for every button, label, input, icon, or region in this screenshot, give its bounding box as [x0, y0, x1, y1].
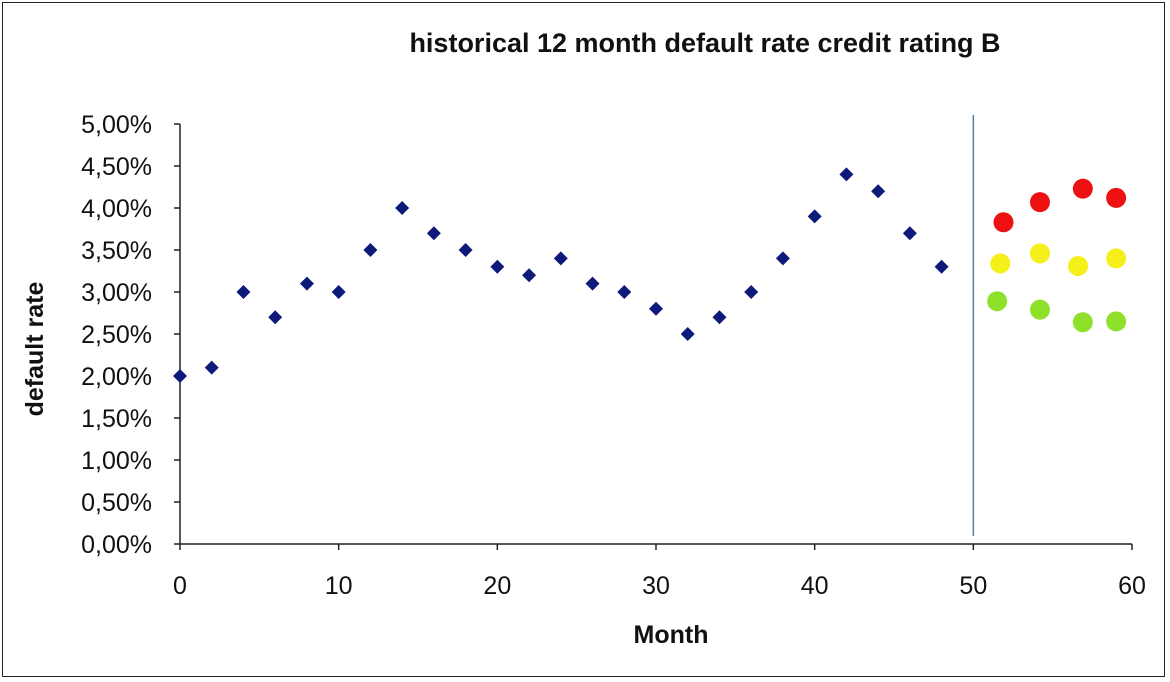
- history-point: [871, 184, 886, 199]
- y-tick-label: 2,00%: [81, 363, 152, 391]
- x-tick-label: 50: [959, 572, 987, 600]
- x-tick-label: 40: [801, 572, 829, 600]
- y-tick-label: 2,50%: [81, 321, 152, 349]
- x-tick-label: 60: [1118, 572, 1146, 600]
- y-tick-label: 5,00%: [81, 111, 152, 139]
- history-point: [744, 285, 759, 299]
- history-point: [236, 285, 251, 299]
- history-point: [426, 226, 441, 241]
- x-tick-label: 20: [483, 572, 511, 600]
- history-point: [363, 243, 378, 257]
- history-point: [839, 167, 854, 182]
- forecast-point-2: [1106, 248, 1127, 269]
- forecast-point-2: [990, 253, 1011, 274]
- y-tick-label: 4,00%: [81, 195, 152, 223]
- data-points: [173, 167, 1127, 383]
- history-point: [617, 285, 632, 299]
- y-tick-label: 4,50%: [81, 153, 152, 181]
- y-tick-label: 1,50%: [81, 405, 152, 433]
- y-tick-label: 0,50%: [81, 489, 152, 517]
- forecast-point-1: [1106, 187, 1127, 208]
- history-point: [204, 360, 219, 375]
- x-tick-labels: 0 10 20 30 40 50 60: [173, 572, 1146, 600]
- history-point: [680, 327, 695, 341]
- history-point: [712, 310, 727, 325]
- history-point: [649, 301, 663, 316]
- history-point: [807, 209, 822, 224]
- history-point: [902, 226, 917, 241]
- forecast-point-1: [993, 212, 1014, 233]
- y-tick-label: 3,50%: [81, 237, 152, 265]
- history-point: [331, 285, 346, 299]
- history-point: [458, 243, 473, 257]
- history-point: [522, 268, 537, 283]
- history-point: [553, 251, 568, 266]
- y-tick-label: 1,00%: [81, 447, 152, 475]
- forecast-point-1: [1029, 192, 1050, 213]
- y-tick-label: 3,00%: [81, 279, 152, 307]
- forecast-point-3: [1106, 311, 1127, 332]
- history-point: [490, 259, 505, 274]
- forecast-point-1: [1072, 178, 1093, 199]
- history-point: [299, 276, 314, 291]
- history-point: [934, 259, 949, 274]
- y-axis-label: default rate: [21, 282, 49, 417]
- history-point: [173, 369, 187, 383]
- chart-title: historical 12 month default rate credit …: [409, 28, 1000, 58]
- history-point: [775, 251, 790, 266]
- x-axis-label: Month: [634, 621, 709, 649]
- forecast-point-2: [1029, 243, 1050, 264]
- y-tick-labels: 0,00% 0,50% 1,00% 1,50% 2,00% 2,50% 3,00% 3,50%…: [81, 111, 152, 559]
- forecast-point-3: [1029, 299, 1050, 320]
- history-point: [268, 310, 283, 325]
- x-tick-label: 0: [173, 572, 187, 600]
- y-tick-label: 0,00%: [81, 531, 152, 559]
- history-point: [395, 201, 410, 215]
- axes: [174, 115, 1133, 550]
- x-tick-label: 30: [642, 572, 670, 600]
- forecast-point-3: [987, 291, 1008, 312]
- forecast-point-2: [1068, 255, 1089, 276]
- history-point: [585, 276, 600, 291]
- x-tick-label: 10: [325, 572, 353, 600]
- forecast-point-3: [1072, 312, 1093, 333]
